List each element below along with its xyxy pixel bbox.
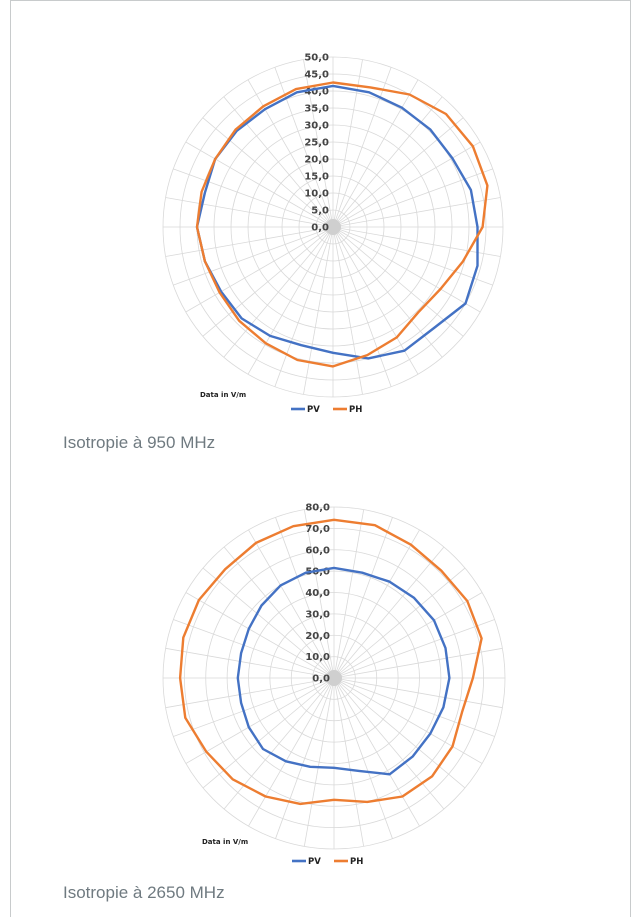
radial-tick-label: 60,0: [305, 545, 330, 556]
legend-label-ph: PH: [350, 857, 363, 867]
radial-tick-label: 0,0: [311, 223, 329, 234]
legend: PV PH: [292, 857, 363, 867]
data-unit-note: Data in V/m: [200, 391, 246, 399]
chart-caption-950: Isotropie à 950 MHz: [63, 433, 215, 453]
radial-tick-label: 25,0: [304, 138, 329, 149]
radial-tick-label: 20,0: [304, 155, 329, 166]
radial-tick-label: 30,0: [304, 121, 329, 132]
radial-tick-label: 10,0: [305, 652, 330, 663]
radial-tick-labels: 0,0 10,0 20,0 30,0 40,0 50,0 60,0 70,0 80,0: [305, 503, 330, 685]
series-line-pv: [238, 568, 450, 774]
radial-tick-label: 50,0: [304, 53, 329, 64]
legend-label-pv: PV: [308, 857, 321, 867]
radial-tick-label: 30,0: [305, 609, 330, 620]
radial-tick-label: 35,0: [304, 104, 329, 115]
chart-caption-2650: Isotropie à 2650 MHz: [63, 883, 225, 903]
chart-panel-950: 0,0 5,0 10,0 15,0 20,0 25,0 30,0 35,0 40,0 45,0 50…: [0, 0, 641, 470]
data-unit-note: Data in V/m: [202, 838, 248, 846]
radial-tick-label: 45,0: [304, 70, 329, 81]
radial-tick-label: 40,0: [305, 588, 330, 599]
legend-label-pv: PV: [307, 405, 320, 415]
radial-tick-label: 80,0: [305, 503, 330, 514]
radial-tick-label: 5,0: [311, 206, 329, 217]
radial-tick-label: 15,0: [304, 172, 329, 183]
radial-tick-label: 0,0: [312, 674, 330, 685]
legend-label-ph: PH: [349, 405, 362, 415]
radar-grid: [163, 507, 505, 849]
radar-grid: [163, 57, 503, 397]
radial-tick-label: 70,0: [305, 524, 330, 535]
radial-tick-label: 10,0: [304, 189, 329, 200]
radar-chart-2650: 0,0 10,0 20,0 30,0 40,0 50,0 60,0 70,0 80,0 Data …: [0, 470, 641, 917]
legend: PV PH: [291, 405, 362, 415]
radial-tick-label: 20,0: [305, 631, 330, 642]
chart-panel-2650: 0,0 10,0 20,0 30,0 40,0 50,0 60,0 70,0 80,0 Data …: [0, 470, 641, 917]
radar-chart-950: 0,0 5,0 10,0 15,0 20,0 25,0 30,0 35,0 40,0 45,0 50…: [0, 0, 641, 470]
